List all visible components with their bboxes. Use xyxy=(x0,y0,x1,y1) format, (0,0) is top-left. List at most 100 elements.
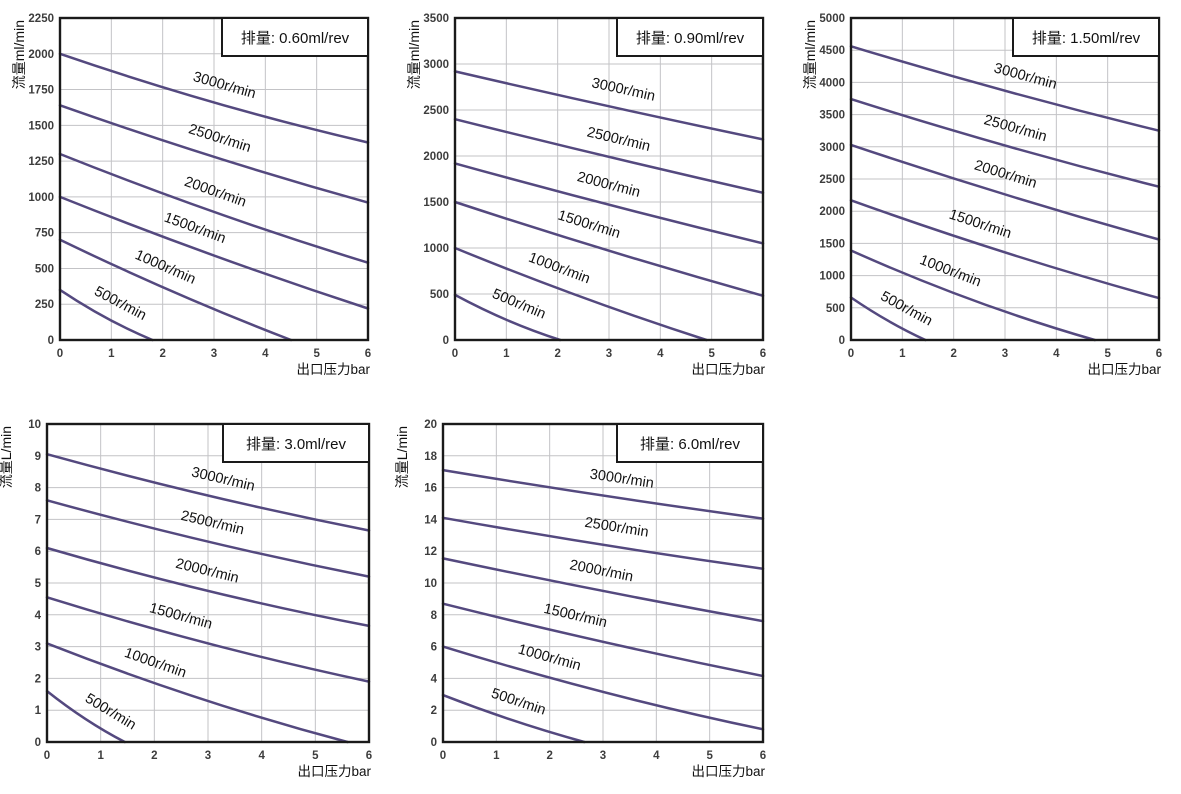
y-tick-label: 3500 xyxy=(423,13,449,25)
flow-curve-2000r-min xyxy=(441,557,765,623)
curve-label-2500r-min: 2500r/min xyxy=(982,112,1048,145)
x-tick-label: 2 xyxy=(159,348,165,360)
y-tick-label: 10 xyxy=(424,578,437,590)
x-tick-label: 2 xyxy=(554,348,560,360)
y-tick-label: 1 xyxy=(35,705,42,717)
flow-curve-500r-min xyxy=(849,296,927,342)
x-tick-label: 2 xyxy=(950,348,956,360)
flow-curve-500r-min xyxy=(58,288,154,342)
curve-label-2500r-min: 2500r/min xyxy=(584,515,650,541)
curve-label-1500r-min: 1500r/min xyxy=(162,210,228,247)
x-axis-label: 出口压力bar xyxy=(691,764,765,779)
x-tick-label: 3 xyxy=(211,348,217,360)
flow-curve-1000r-min xyxy=(58,238,293,342)
x-tick-label: 1 xyxy=(503,348,510,360)
y-tick-label: 16 xyxy=(424,483,437,495)
y-axis-label: 流量L/min xyxy=(395,426,410,488)
y-tick-label: 8 xyxy=(431,610,438,622)
curves xyxy=(441,468,765,744)
chart-1: 3000r/min 2500r/min 2000r/min 1500r/min 1000… xyxy=(0,0,394,395)
x-tick-label: 6 xyxy=(365,348,371,360)
y-tick-label: 0 xyxy=(443,335,449,347)
curve-label-3000r-min: 3000r/min xyxy=(191,69,257,102)
flow-curve-500r-min xyxy=(441,693,586,744)
chart-canvas: 3000r/min2500r/min2000r/min1500r/min1000… xyxy=(802,13,1162,377)
curve-label-3000r-min: 3000r/min xyxy=(190,464,256,494)
chart-title: 排量: 3.0ml/rev xyxy=(246,436,347,453)
flow-curve-1500r-min xyxy=(45,596,371,683)
y-tick-label: 2000 xyxy=(28,49,54,61)
x-tick-label: 0 xyxy=(44,750,50,762)
y-tick-label: 3000 xyxy=(423,59,449,71)
chart-canvas: 3000r/min2500r/min2000r/min1500r/min1000… xyxy=(395,419,766,779)
x-axis-label: 出口压力bar xyxy=(691,362,765,377)
y-tick-label: 1000 xyxy=(819,271,845,283)
y-tick-label: 2000 xyxy=(819,206,845,218)
flow-curve-500r-min xyxy=(453,293,562,342)
x-tick-label: 0 xyxy=(440,750,446,762)
y-axis-label: 流量L/min xyxy=(0,426,14,488)
chart-5: 3000r/min 2500r/min 2000r/min 1500r/min 1000… xyxy=(395,405,789,794)
x-axis-label: 出口压力bar xyxy=(297,764,371,779)
y-tick-label: 7 xyxy=(35,514,41,526)
curve-label-2000r-min: 2000r/min xyxy=(174,556,240,587)
y-tick-label: 3 xyxy=(35,642,41,654)
curve-label-1000r-min: 1000r/min xyxy=(132,247,197,288)
flow-curve-2500r-min xyxy=(58,104,370,204)
x-tick-label: 6 xyxy=(366,750,372,762)
chart-title: 排量: 0.60ml/rev xyxy=(241,30,350,47)
flow-curve-1500r-min xyxy=(453,200,765,298)
x-tick-label: 6 xyxy=(760,348,766,360)
flow-curve-1000r-min xyxy=(441,645,765,731)
plot-border xyxy=(849,16,1161,342)
curves xyxy=(849,45,1161,342)
title-box xyxy=(221,17,369,57)
grid xyxy=(851,18,1159,340)
curves xyxy=(45,452,371,744)
x-tick-label: 5 xyxy=(706,750,713,762)
x-tick-label: 1 xyxy=(108,348,115,360)
x-tick-label: 4 xyxy=(653,750,660,762)
y-tick-label: 250 xyxy=(35,299,54,311)
curve-label-1500r-min: 1500r/min xyxy=(148,600,214,632)
flow-curve-2000r-min xyxy=(45,546,371,628)
y-tick-label: 4 xyxy=(35,610,42,622)
x-tick-label: 6 xyxy=(760,750,766,762)
y-axis-label: 流量ml/min xyxy=(802,20,818,89)
grid xyxy=(455,18,763,340)
x-tick-label: 3 xyxy=(606,348,612,360)
x-tick-label: 5 xyxy=(708,348,715,360)
y-tick-label: 1500 xyxy=(423,197,449,209)
flow-curve-2500r-min xyxy=(441,516,765,570)
chart-canvas: 3000r/min2500r/min2000r/min1500r/min1000… xyxy=(11,13,371,377)
y-tick-label: 2250 xyxy=(28,13,54,25)
flow-curve-1000r-min xyxy=(849,249,1097,342)
y-tick-label: 3500 xyxy=(819,110,845,122)
plot-border xyxy=(58,16,370,342)
title-box xyxy=(1012,17,1160,57)
y-tick-label: 2500 xyxy=(423,105,449,117)
y-axis-label: 流量ml/min xyxy=(406,20,422,89)
curve-label-2000r-min: 2000r/min xyxy=(568,557,634,585)
curve-label-2500r-min: 2500r/min xyxy=(179,508,245,538)
chart-title: 排量: 1.50ml/rev xyxy=(1032,30,1141,47)
x-tick-label: 2 xyxy=(151,750,157,762)
y-tick-label: 6 xyxy=(35,546,41,558)
x-tick-label: 6 xyxy=(1156,348,1162,360)
plot-border xyxy=(453,16,765,342)
y-tick-label: 20 xyxy=(424,419,437,431)
flow-curve-1000r-min xyxy=(453,246,708,342)
x-tick-label: 3 xyxy=(600,750,606,762)
y-tick-label: 18 xyxy=(424,451,437,463)
x-tick-label: 0 xyxy=(57,348,63,360)
flow-curve-2000r-min xyxy=(453,162,765,245)
x-axis-label: 出口压力bar xyxy=(296,362,370,377)
y-tick-label: 8 xyxy=(35,483,42,495)
flow-curve-2500r-min xyxy=(453,117,765,195)
y-tick-label: 4000 xyxy=(819,77,845,89)
y-tick-label: 1500 xyxy=(28,120,54,132)
y-axis-label: 流量ml/min xyxy=(11,20,27,89)
x-tick-label: 0 xyxy=(848,348,854,360)
chart-canvas: 3000r/min2500r/min2000r/min1500r/min1000… xyxy=(0,419,372,779)
